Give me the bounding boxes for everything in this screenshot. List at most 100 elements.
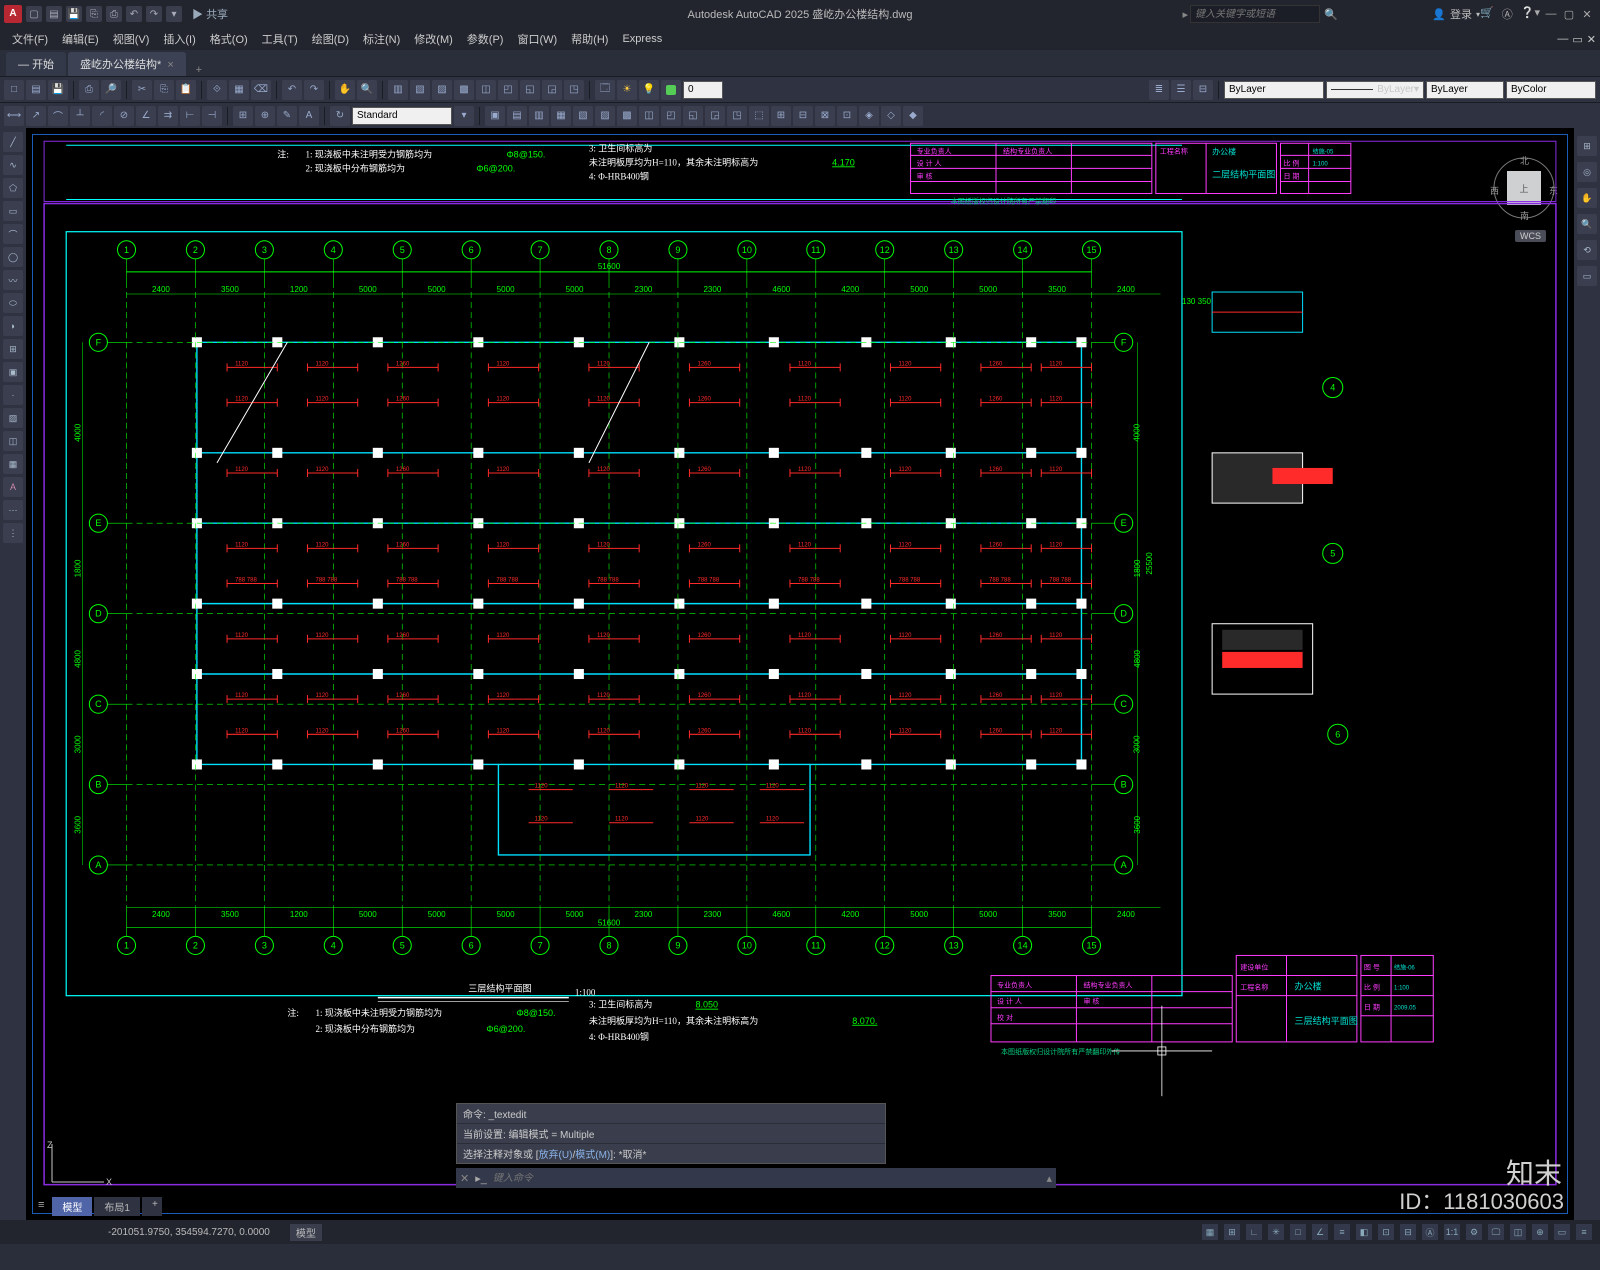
tab-close-icon[interactable]: × bbox=[167, 59, 173, 71]
cmd-close-icon[interactable]: ✕ bbox=[460, 1172, 469, 1185]
mod10-icon[interactable]: ◱ bbox=[683, 106, 703, 126]
line-icon[interactable]: ╱ bbox=[3, 132, 23, 152]
qat-open-icon[interactable]: ▤ bbox=[46, 6, 62, 22]
otrack-toggle-icon[interactable]: ∠ bbox=[1312, 1224, 1328, 1240]
qat-undo-icon[interactable]: ↶ bbox=[126, 6, 142, 22]
mon-icon[interactable]: 🖵 bbox=[1488, 1224, 1504, 1240]
lwt-toggle-icon[interactable]: ≡ bbox=[1334, 1224, 1350, 1240]
scale-icon[interactable]: 1:1 bbox=[1444, 1224, 1460, 1240]
tb-print-icon[interactable]: ⎙ bbox=[79, 80, 99, 100]
qat-saveas-icon[interactable]: ⎘ bbox=[86, 6, 102, 22]
tb-misc4-icon[interactable]: ▩ bbox=[454, 80, 474, 100]
search-icon[interactable]: 🔍 bbox=[1322, 5, 1340, 23]
ellipsearc-icon[interactable]: ◗ bbox=[3, 316, 23, 336]
grid-toggle-icon[interactable]: ▦ bbox=[1202, 1224, 1218, 1240]
dim-ang-icon[interactable]: ∠ bbox=[136, 106, 156, 126]
tb-redo-icon[interactable]: ↷ bbox=[304, 80, 324, 100]
tb-misc8-icon[interactable]: ◲ bbox=[542, 80, 562, 100]
tab-add-button[interactable]: + bbox=[188, 64, 210, 76]
layout-add-button[interactable]: + bbox=[142, 1197, 162, 1216]
dim-tedit-icon[interactable]: A bbox=[299, 106, 319, 126]
command-input[interactable] bbox=[493, 1173, 1041, 1184]
search-chevron-icon[interactable]: ▸ bbox=[1182, 8, 1188, 21]
tb-open-icon[interactable]: ▤ bbox=[26, 80, 46, 100]
layer-num-input[interactable] bbox=[683, 81, 723, 99]
polar-toggle-icon[interactable]: ✳ bbox=[1268, 1224, 1284, 1240]
cmd-chevron-icon[interactable]: ▸_ bbox=[475, 1172, 487, 1185]
dim-arc-icon[interactable]: ⌒ bbox=[48, 106, 68, 126]
tb-layers-icon[interactable]: ☰ bbox=[1171, 80, 1191, 100]
model-space-badge[interactable]: 模型 bbox=[290, 1224, 322, 1241]
share-button[interactable]: ▶ 共享 bbox=[192, 6, 228, 22]
drawing-canvas[interactable]: 上 北 东 南 西 WCS 注: 1: 现浇板中未注明受力钢筋均为 Φ8@150… bbox=[26, 128, 1574, 1220]
tb-undo-icon[interactable]: ↶ bbox=[282, 80, 302, 100]
qat-print-icon[interactable]: ⎙ bbox=[106, 6, 122, 22]
point-icon[interactable]: · bbox=[3, 385, 23, 405]
pline-icon[interactable]: ∿ bbox=[3, 155, 23, 175]
tb-cut-icon[interactable]: ✂ bbox=[132, 80, 152, 100]
rect-icon[interactable]: ▭ bbox=[3, 201, 23, 221]
close-button[interactable]: ✕ bbox=[1578, 5, 1596, 23]
mod12-icon[interactable]: ◳ bbox=[727, 106, 747, 126]
lineweight-dropdown[interactable] bbox=[1426, 81, 1504, 99]
transparency-icon[interactable]: ◧ bbox=[1356, 1224, 1372, 1240]
mod6-icon[interactable]: ▨ bbox=[595, 106, 615, 126]
tb-layeriso-icon[interactable]: ⊟ bbox=[1193, 80, 1213, 100]
menu-tools[interactable]: 工具(T) bbox=[256, 29, 304, 49]
makeblock-icon[interactable]: ▣ bbox=[3, 362, 23, 382]
linetype-dropdown[interactable]: ByLayer ▾ bbox=[1326, 81, 1424, 99]
tb-layer-color-icon[interactable] bbox=[661, 80, 681, 100]
region-icon[interactable]: ◫ bbox=[3, 431, 23, 451]
arc-icon[interactable]: ⌒ bbox=[3, 224, 23, 244]
table-icon[interactable]: ▦ bbox=[3, 454, 23, 474]
clean-icon[interactable]: ▭ bbox=[1554, 1224, 1570, 1240]
iso-icon[interactable]: ◫ bbox=[1510, 1224, 1526, 1240]
dim-update-icon[interactable]: ↻ bbox=[330, 106, 350, 126]
orbit-icon[interactable]: ⟲ bbox=[1577, 240, 1597, 260]
mod19-icon[interactable]: ◇ bbox=[881, 106, 901, 126]
navbar-icon[interactable]: ⊞ bbox=[1577, 136, 1597, 156]
a360-icon[interactable]: Ⓐ bbox=[1502, 6, 1513, 22]
sc-icon[interactable]: ⊟ bbox=[1400, 1224, 1416, 1240]
mod20-icon[interactable]: ◆ bbox=[903, 106, 923, 126]
mod8-icon[interactable]: ◫ bbox=[639, 106, 659, 126]
tb-paste-icon[interactable]: 📋 bbox=[176, 80, 196, 100]
dim-dia-icon[interactable]: ⊘ bbox=[114, 106, 134, 126]
hw-icon[interactable]: ⊕ bbox=[1532, 1224, 1548, 1240]
tb-prop-icon[interactable]: 🗔 bbox=[595, 80, 615, 100]
ellipse-icon[interactable]: ⬭ bbox=[3, 293, 23, 313]
mod17-icon[interactable]: ⊡ bbox=[837, 106, 857, 126]
model-tab[interactable]: 模型 bbox=[52, 1197, 92, 1216]
ortho-toggle-icon[interactable]: ∟ bbox=[1246, 1224, 1262, 1240]
minimize-button[interactable]: — bbox=[1542, 5, 1560, 23]
login-area[interactable]: 👤 登录 ▾ bbox=[1432, 6, 1480, 22]
ws-icon[interactable]: ⚙ bbox=[1466, 1224, 1482, 1240]
qat-save-icon[interactable]: 💾 bbox=[66, 6, 82, 22]
tb-new-icon[interactable]: □ bbox=[4, 80, 24, 100]
tab-start[interactable]: — 开始 bbox=[6, 52, 66, 76]
lt18-icon[interactable]: ⋮ bbox=[3, 523, 23, 543]
menu-modify[interactable]: 修改(M) bbox=[408, 29, 459, 49]
tb-erase-icon[interactable]: ⌫ bbox=[251, 80, 271, 100]
mod4-icon[interactable]: ▦ bbox=[551, 106, 571, 126]
mod2-icon[interactable]: ▤ bbox=[507, 106, 527, 126]
tb-misc9-icon[interactable]: ◳ bbox=[564, 80, 584, 100]
tb-misc7-icon[interactable]: ◱ bbox=[520, 80, 540, 100]
mod11-icon[interactable]: ◲ bbox=[705, 106, 725, 126]
mod15-icon[interactable]: ⊟ bbox=[793, 106, 813, 126]
menu-view[interactable]: 视图(V) bbox=[107, 29, 156, 49]
search-input[interactable] bbox=[1190, 5, 1320, 23]
doc-restore-icon[interactable]: ▭ bbox=[1572, 33, 1582, 46]
dim-edit-icon[interactable]: ✎ bbox=[277, 106, 297, 126]
tb-layerstate-icon[interactable]: ≣ bbox=[1149, 80, 1169, 100]
menu-help[interactable]: 帮助(H) bbox=[565, 29, 614, 49]
tb-zoom-icon[interactable]: 🔍 bbox=[357, 80, 377, 100]
qat-new-icon[interactable]: ▢ bbox=[26, 6, 42, 22]
polygon-icon[interactable]: ⬠ bbox=[3, 178, 23, 198]
dim-cont-icon[interactable]: ⊣ bbox=[202, 106, 222, 126]
dim-style-icon[interactable]: ▾ bbox=[454, 106, 474, 126]
mod18-icon[interactable]: ◈ bbox=[859, 106, 879, 126]
dimstyle-dropdown[interactable] bbox=[352, 107, 452, 125]
tb-misc5-icon[interactable]: ◫ bbox=[476, 80, 496, 100]
tb-misc3-icon[interactable]: ▨ bbox=[432, 80, 452, 100]
